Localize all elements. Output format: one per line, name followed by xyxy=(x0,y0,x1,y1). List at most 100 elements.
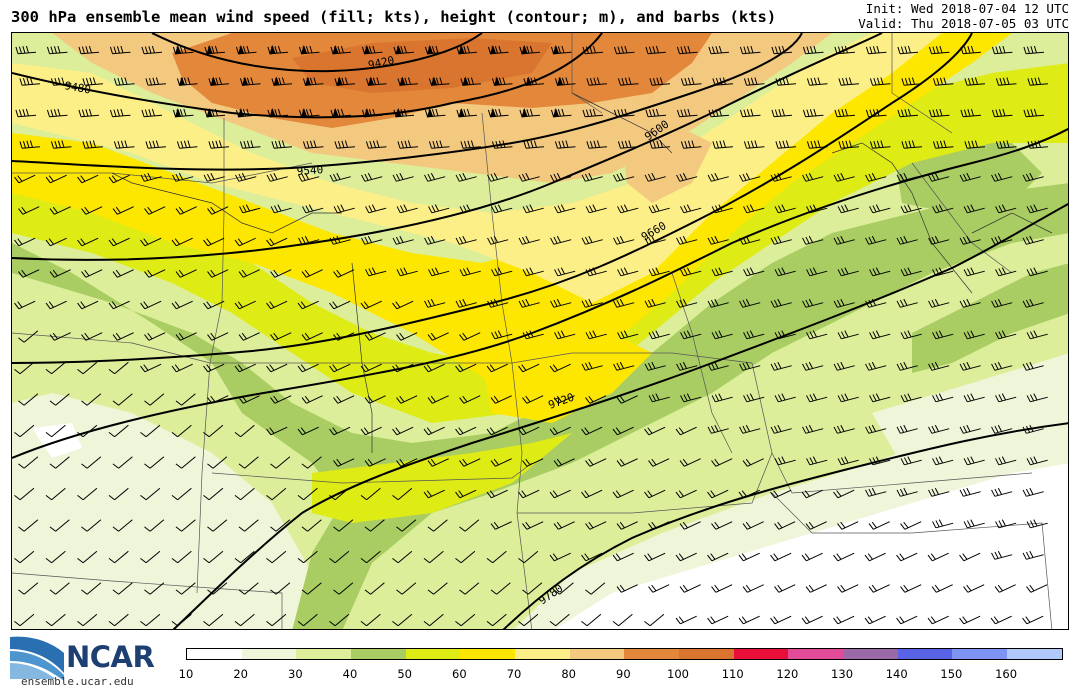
wind-barb xyxy=(270,395,292,404)
wind-barb xyxy=(365,204,387,214)
wind-barb xyxy=(297,550,318,564)
wind-barb xyxy=(645,108,667,118)
wind-barb xyxy=(208,76,230,86)
wind-barb xyxy=(550,172,572,182)
wind-barb xyxy=(1026,584,1048,593)
wind-barb xyxy=(802,235,824,245)
wind-barb xyxy=(519,108,541,118)
wind-barb xyxy=(108,237,130,247)
wind-barb xyxy=(298,172,320,182)
wind-barb xyxy=(932,393,954,403)
wind-barb xyxy=(586,140,608,149)
wind-barb xyxy=(329,235,351,245)
wind-barb xyxy=(707,615,729,625)
colorbar-swatch xyxy=(624,649,679,659)
wind-barb xyxy=(770,172,792,182)
wind-barb xyxy=(267,108,289,118)
wind-barb xyxy=(112,456,133,469)
wind-barb xyxy=(518,235,540,245)
wind-barb xyxy=(175,393,196,406)
colorbar-swatch xyxy=(733,649,789,659)
colorbar-tick-label: 40 xyxy=(342,667,358,681)
wind-barb xyxy=(585,458,607,467)
wind-barb xyxy=(207,206,229,215)
wind-barb xyxy=(617,77,639,86)
wind-barb xyxy=(392,172,414,182)
wind-barb xyxy=(486,550,507,564)
wind-barb xyxy=(176,76,198,86)
wind-barb xyxy=(396,267,418,277)
wind-barb xyxy=(364,458,386,467)
wind-barb xyxy=(649,77,671,86)
wind-barb xyxy=(487,235,509,245)
ncar-logo xyxy=(10,636,64,681)
wind-barb xyxy=(333,332,355,341)
wind-barb xyxy=(896,424,918,434)
wind-barb xyxy=(802,108,824,118)
wind-barb xyxy=(486,489,508,499)
wind-barb xyxy=(616,521,638,530)
wind-barb xyxy=(711,204,733,214)
colorbar-swatch xyxy=(514,649,570,659)
wind-barb xyxy=(1026,393,1048,403)
wind-barb xyxy=(18,519,39,532)
wind-barb xyxy=(175,519,196,532)
wind-barb xyxy=(171,237,193,247)
wind-barb xyxy=(1022,235,1044,245)
wind-barb xyxy=(612,489,634,499)
wind-barb xyxy=(235,45,257,55)
wind-barb xyxy=(49,269,71,278)
wind-barb xyxy=(522,582,543,595)
wind-barb xyxy=(175,582,196,595)
wind-barb xyxy=(270,204,292,214)
wind-barb xyxy=(617,140,639,149)
wind-barb xyxy=(19,77,41,86)
wind-barb xyxy=(329,426,351,436)
wind-barb xyxy=(490,458,512,467)
wind-barb xyxy=(707,424,729,434)
wind-barb xyxy=(581,426,603,436)
wind-barb xyxy=(238,395,260,404)
wind-barb xyxy=(896,298,918,308)
wind-barb xyxy=(896,361,918,371)
wind-barb xyxy=(175,332,197,341)
wind-barb xyxy=(774,204,796,214)
wind-barb xyxy=(18,206,40,215)
wind-barb xyxy=(518,613,539,627)
wind-barb xyxy=(14,174,36,184)
wind-barb xyxy=(553,521,575,530)
wind-barb xyxy=(459,458,481,467)
wind-barb xyxy=(612,426,634,436)
wind-barb xyxy=(145,77,167,86)
wind-barb xyxy=(837,267,859,277)
colorbar-tick-label: 90 xyxy=(616,667,631,681)
wind-barb xyxy=(175,206,197,215)
wind-barb xyxy=(896,235,918,245)
wind-barb xyxy=(927,615,949,625)
wind-barb xyxy=(739,298,761,308)
wind-barb xyxy=(14,361,35,375)
wind-barb xyxy=(333,204,355,214)
colorbar-tick-label: 140 xyxy=(885,667,908,681)
wind-barb xyxy=(396,519,417,532)
wind-barb xyxy=(140,487,161,501)
wind-barb xyxy=(865,235,887,245)
wind-barb xyxy=(297,363,319,373)
wind-barb xyxy=(927,552,949,562)
colorbar-tick-label: 70 xyxy=(506,667,522,681)
wind-barb xyxy=(1026,267,1048,277)
wind-barb xyxy=(928,45,950,55)
wind-barb xyxy=(397,140,419,149)
wind-barb xyxy=(711,393,733,403)
wind-barb xyxy=(774,521,796,530)
wind-barb xyxy=(675,426,697,436)
wind-barb xyxy=(392,300,414,310)
wind-barb xyxy=(393,108,415,118)
wind-barb xyxy=(112,332,134,341)
wind-barb xyxy=(712,77,734,86)
wind-barb xyxy=(648,204,670,214)
wind-barb xyxy=(928,361,950,371)
wind-barb xyxy=(238,519,259,532)
colorbar-swatch xyxy=(678,649,734,659)
wind-barb xyxy=(203,613,224,627)
